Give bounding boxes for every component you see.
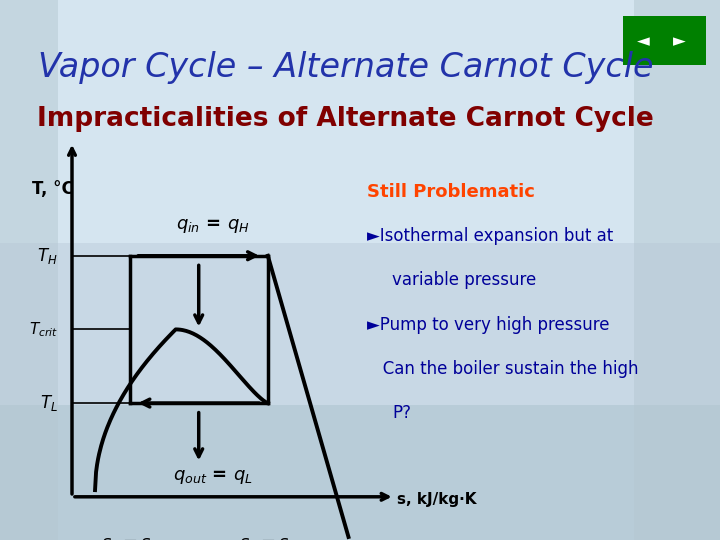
Text: ◄: ◄ <box>636 32 649 50</box>
Text: variable pressure: variable pressure <box>392 271 536 289</box>
Text: $q_{in}$ = $q_H$: $q_{in}$ = $q_H$ <box>176 217 250 234</box>
Bar <box>0 243 720 405</box>
Text: $T_{crit}$: $T_{crit}$ <box>29 320 58 339</box>
Text: $s_3 = s_4$: $s_3 = s_4$ <box>238 535 297 540</box>
Text: $q_{out}$ = $q_L$: $q_{out}$ = $q_L$ <box>174 468 253 485</box>
Bar <box>0 405 720 540</box>
Text: $T_L$: $T_L$ <box>40 393 58 413</box>
Text: ►Isothermal expansion but at: ►Isothermal expansion but at <box>367 227 613 245</box>
Text: $s_1 = s_2$: $s_1 = s_2$ <box>101 535 158 540</box>
Text: P?: P? <box>392 404 411 422</box>
Text: Impracticalities of Alternate Carnot Cycle: Impracticalities of Alternate Carnot Cyc… <box>37 106 654 132</box>
Text: ►: ► <box>672 32 685 50</box>
Text: T, °C: T, °C <box>32 180 74 198</box>
Text: ►Pump to very high pressure: ►Pump to very high pressure <box>367 315 610 334</box>
Text: s, kJ/kg·K: s, kJ/kg·K <box>397 492 477 507</box>
Bar <box>634 0 720 540</box>
Text: Still Problematic: Still Problematic <box>367 183 535 201</box>
Text: Can the boiler sustain the high: Can the boiler sustain the high <box>367 360 639 378</box>
Text: Vapor Cycle – Alternate Carnot Cycle: Vapor Cycle – Alternate Carnot Cycle <box>38 51 653 84</box>
Bar <box>0 0 720 243</box>
Bar <box>0 0 58 540</box>
Text: $T_H$: $T_H$ <box>37 246 58 266</box>
Bar <box>623 16 706 65</box>
